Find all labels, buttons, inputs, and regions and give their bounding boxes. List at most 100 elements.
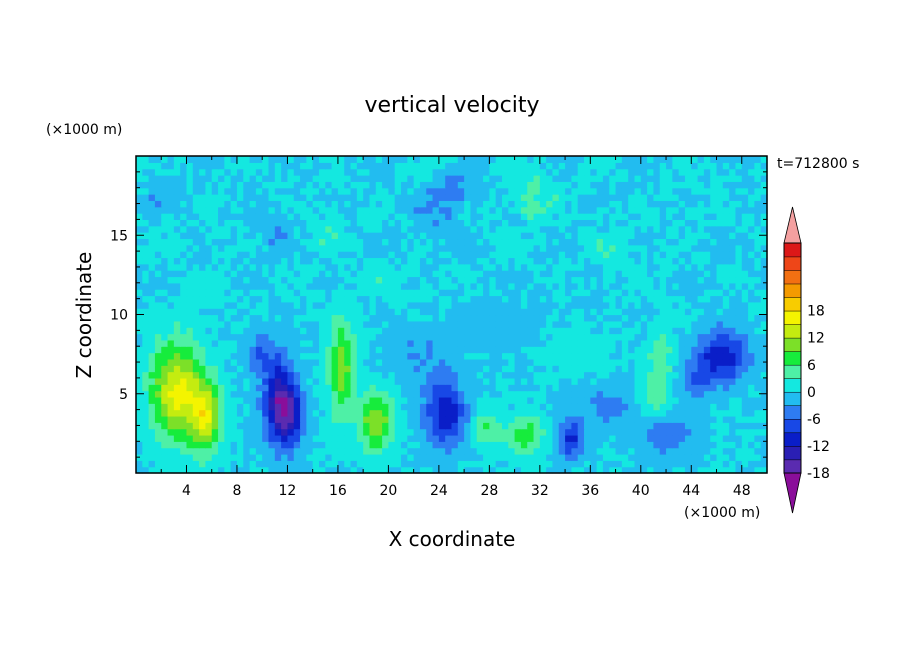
heatmap-cell	[621, 194, 629, 201]
heatmap-cell	[388, 396, 396, 404]
heatmap-cell	[375, 422, 383, 430]
heatmap-cell	[388, 270, 396, 278]
heatmap-cell	[255, 327, 263, 335]
heatmap-cell	[318, 453, 326, 461]
heatmap-cell	[533, 460, 541, 468]
heatmap-cell	[464, 187, 472, 195]
heatmap-cell	[754, 263, 762, 271]
heatmap-cell	[331, 232, 339, 240]
heatmap-cell	[754, 200, 762, 208]
heatmap-cell	[647, 219, 655, 227]
heatmap-cell	[489, 181, 497, 189]
heatmap-cell	[571, 346, 579, 354]
heatmap-cell	[464, 371, 472, 379]
heatmap-cell	[495, 384, 503, 392]
heatmap-cell	[754, 289, 762, 297]
heatmap-cell	[375, 238, 383, 246]
heatmap-cell	[691, 181, 699, 189]
heatmap-cell	[539, 346, 547, 354]
heatmap-cell	[211, 238, 219, 246]
heatmap-cell	[577, 238, 585, 246]
heatmap-cell	[356, 358, 364, 366]
heatmap-cell	[337, 403, 345, 411]
heatmap-cell	[577, 460, 585, 468]
heatmap-cell	[413, 194, 421, 201]
heatmap-cell	[533, 409, 541, 417]
heatmap-cell	[678, 428, 686, 436]
heatmap-cell	[558, 346, 566, 354]
heatmap-cell	[470, 238, 478, 246]
heatmap-cell	[640, 295, 648, 303]
heatmap-cell	[388, 194, 396, 201]
heatmap-cell	[527, 219, 535, 227]
heatmap-cell	[691, 358, 699, 366]
heatmap-cell	[306, 244, 314, 252]
heatmap-cell	[388, 327, 396, 335]
heatmap-cell	[255, 390, 263, 398]
heatmap-cell	[577, 327, 585, 335]
heatmap-cell	[300, 263, 307, 271]
heatmap-cell	[602, 156, 610, 163]
heatmap-cell	[350, 200, 358, 208]
heatmap-cell	[703, 358, 711, 366]
heatmap-cell	[186, 187, 194, 195]
heatmap-cell	[678, 168, 686, 176]
heatmap-cell	[520, 187, 528, 195]
heatmap-cell	[596, 244, 604, 252]
heatmap-cell	[180, 409, 188, 417]
heatmap-cell	[539, 409, 547, 417]
heatmap-cell	[268, 327, 276, 335]
heatmap-cell	[287, 168, 295, 176]
heatmap-cell	[634, 403, 642, 411]
heatmap-cell	[255, 181, 263, 189]
heatmap-cell	[546, 352, 554, 360]
heatmap-cell	[369, 213, 377, 220]
heatmap-cell	[476, 466, 484, 474]
heatmap-cell	[703, 466, 711, 474]
heatmap-cell	[394, 327, 402, 335]
heatmap-cell	[672, 263, 680, 271]
heatmap-cell	[653, 200, 661, 208]
heatmap-cell	[148, 466, 156, 474]
heatmap-cell	[325, 453, 333, 461]
heatmap-cell	[539, 434, 547, 442]
heatmap-cell	[476, 415, 484, 423]
heatmap-cell	[375, 396, 383, 404]
heatmap-cell	[262, 434, 270, 442]
heatmap-cell	[489, 156, 497, 163]
heatmap-cell	[735, 409, 743, 417]
heatmap-cell	[748, 187, 755, 195]
heatmap-cell	[501, 301, 509, 309]
heatmap-cell	[192, 346, 200, 354]
heatmap-cell	[375, 168, 383, 176]
heatmap-cell	[382, 187, 389, 195]
heatmap-cell	[527, 352, 535, 360]
heatmap-cell	[666, 175, 673, 182]
heatmap-cell	[224, 365, 232, 373]
heatmap-cell	[571, 282, 579, 290]
heatmap-cell	[514, 251, 522, 259]
heatmap-cell	[401, 396, 408, 404]
heatmap-cell	[729, 200, 737, 208]
heatmap-cell	[236, 466, 244, 474]
heatmap-cell	[621, 422, 629, 430]
heatmap-cell	[249, 377, 257, 385]
heatmap-cell	[369, 409, 377, 417]
heatmap-cell	[413, 390, 421, 398]
heatmap-cell	[691, 156, 699, 163]
heatmap-cell	[489, 162, 497, 170]
heatmap-cell	[596, 466, 604, 474]
heatmap-cell	[281, 358, 289, 366]
heatmap-cell	[236, 181, 244, 189]
heatmap-cell	[161, 162, 169, 170]
heatmap-cell	[154, 403, 162, 411]
heatmap-cell	[344, 276, 352, 284]
heatmap-cell	[501, 415, 509, 423]
heatmap-cell	[647, 257, 655, 265]
heatmap-cell	[666, 403, 673, 411]
heatmap-cell	[199, 295, 207, 303]
heatmap-cell	[274, 200, 282, 208]
heatmap-cell	[199, 352, 207, 360]
heatmap-cell	[634, 377, 642, 385]
heatmap-cell	[287, 339, 295, 347]
